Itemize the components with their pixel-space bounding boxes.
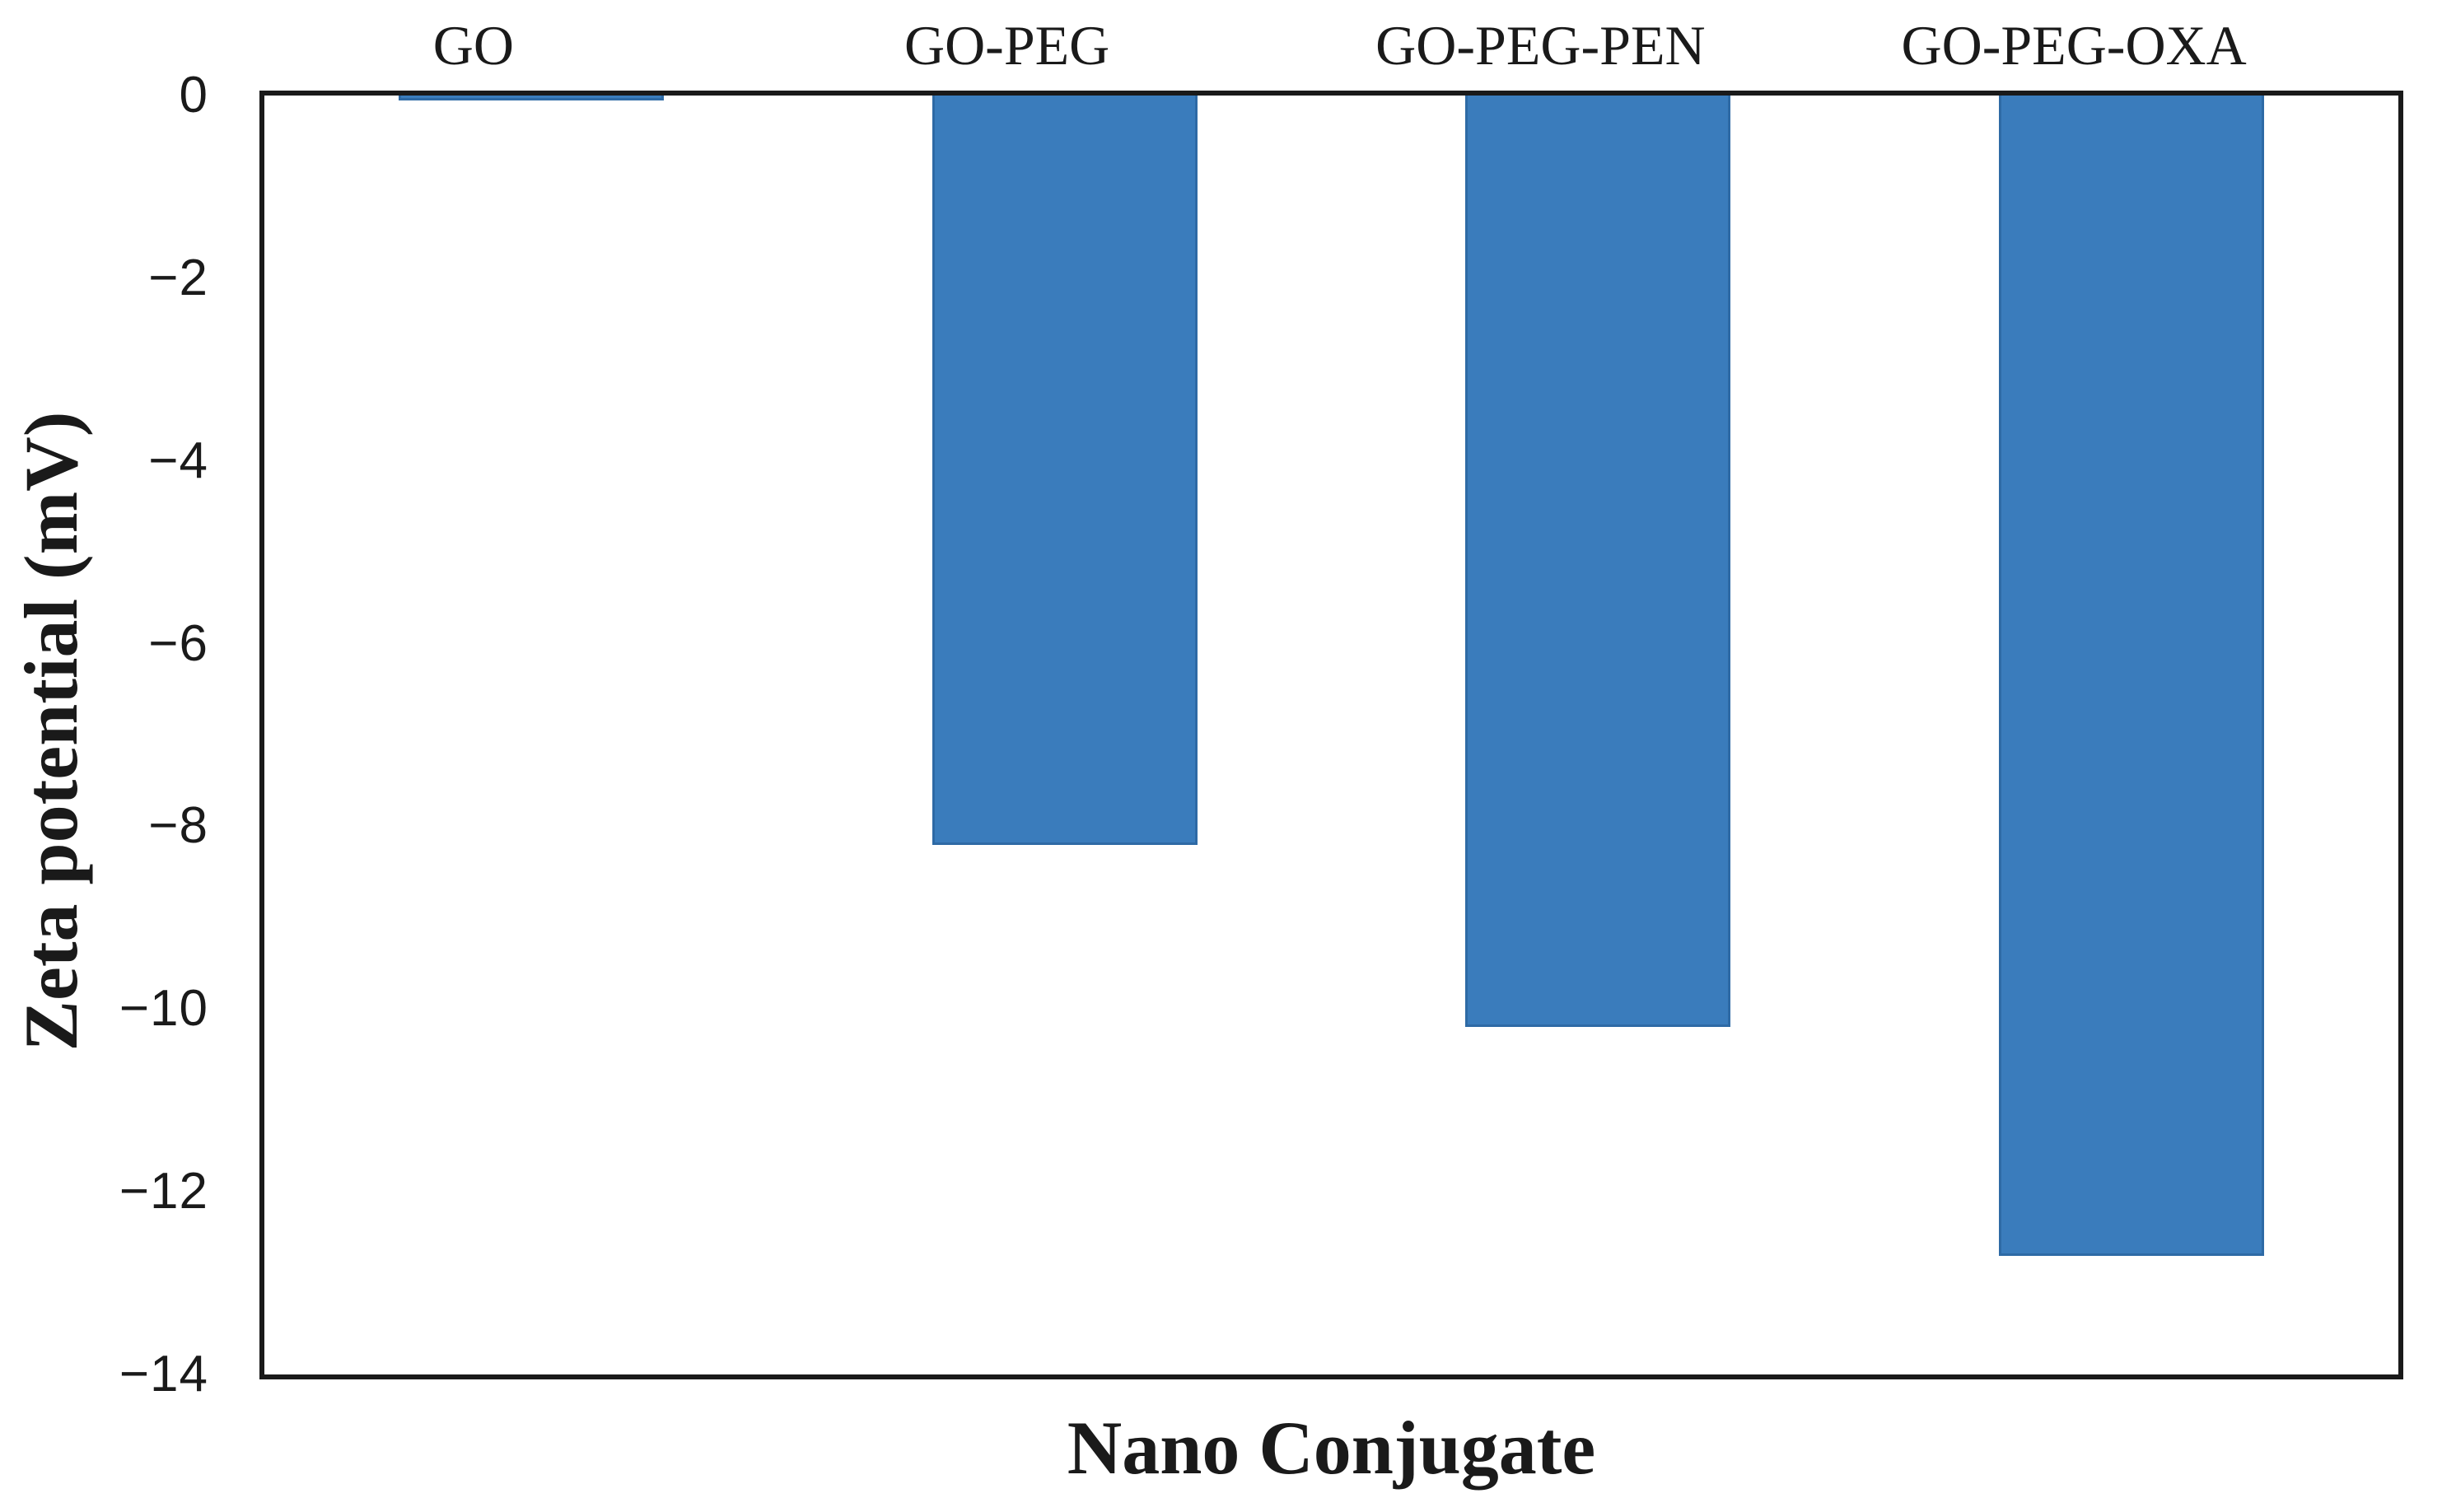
y-tick-label: −14 <box>119 1346 208 1402</box>
bar-go-peg <box>932 96 1198 845</box>
category-label-go-peg-oxa: GO-PEG-OXA <box>1901 14 2247 77</box>
bar-go-peg-pen <box>1465 96 1731 1028</box>
bar-go-peg-oxa <box>1999 96 2265 1256</box>
plot-area <box>259 91 2403 1379</box>
y-tick-label: −4 <box>148 432 208 489</box>
y-tick-label: −8 <box>148 797 208 855</box>
y-tick-label: −6 <box>148 614 208 672</box>
y-tick-label: 0 <box>179 67 208 124</box>
y-axis-title: Zeta potential (mV) <box>9 411 93 1052</box>
x-axis-title: Nano Conjugate <box>1067 1406 1596 1490</box>
category-label-go-peg: GO-PEG <box>903 14 1110 77</box>
y-tick-label: −10 <box>119 980 208 1038</box>
category-label-go: GO <box>432 14 514 77</box>
y-tick-label: −2 <box>148 249 208 306</box>
bar-go <box>398 96 664 100</box>
y-tick-label: −12 <box>119 1163 208 1220</box>
bars-layer <box>264 96 2398 1374</box>
category-label-go-peg-pen: GO-PEG-PEN <box>1375 14 1706 77</box>
